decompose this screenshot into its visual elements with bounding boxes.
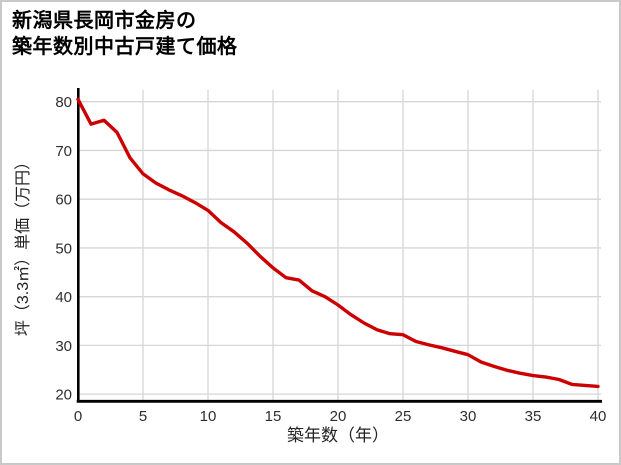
y-axis-title: 坪（3.3㎡）単価（万円） bbox=[14, 154, 32, 336]
x-tick-label: 35 bbox=[525, 408, 542, 425]
x-tick-label: 0 bbox=[74, 408, 82, 425]
x-tick-label: 20 bbox=[330, 408, 347, 425]
chart-title-line2: 築年数別中古戸建て価格 bbox=[12, 36, 238, 58]
x-tick-label: 30 bbox=[460, 408, 477, 425]
y-tick-label: 60 bbox=[55, 192, 72, 209]
y-tick-label: 30 bbox=[55, 338, 72, 355]
x-axis-title: 築年数（年） bbox=[287, 426, 389, 445]
y-tick-label: 50 bbox=[55, 240, 72, 257]
x-tick-label: 25 bbox=[395, 408, 412, 425]
y-tick-label: 20 bbox=[55, 387, 72, 404]
x-tick-label: 15 bbox=[265, 408, 282, 425]
chart-title-line1: 新潟県長岡市金房の bbox=[12, 10, 197, 32]
y-tick-label: 80 bbox=[55, 94, 72, 111]
x-tick-label: 5 bbox=[139, 408, 147, 425]
price-line bbox=[76, 97, 600, 389]
y-tick-label: 40 bbox=[55, 289, 72, 306]
chart-title: 新潟県長岡市金房の 築年数別中古戸建て価格 bbox=[12, 8, 238, 60]
y-tick-label: 70 bbox=[55, 143, 72, 160]
x-tick-label: 10 bbox=[200, 408, 217, 425]
x-tick-label: 40 bbox=[590, 408, 607, 425]
